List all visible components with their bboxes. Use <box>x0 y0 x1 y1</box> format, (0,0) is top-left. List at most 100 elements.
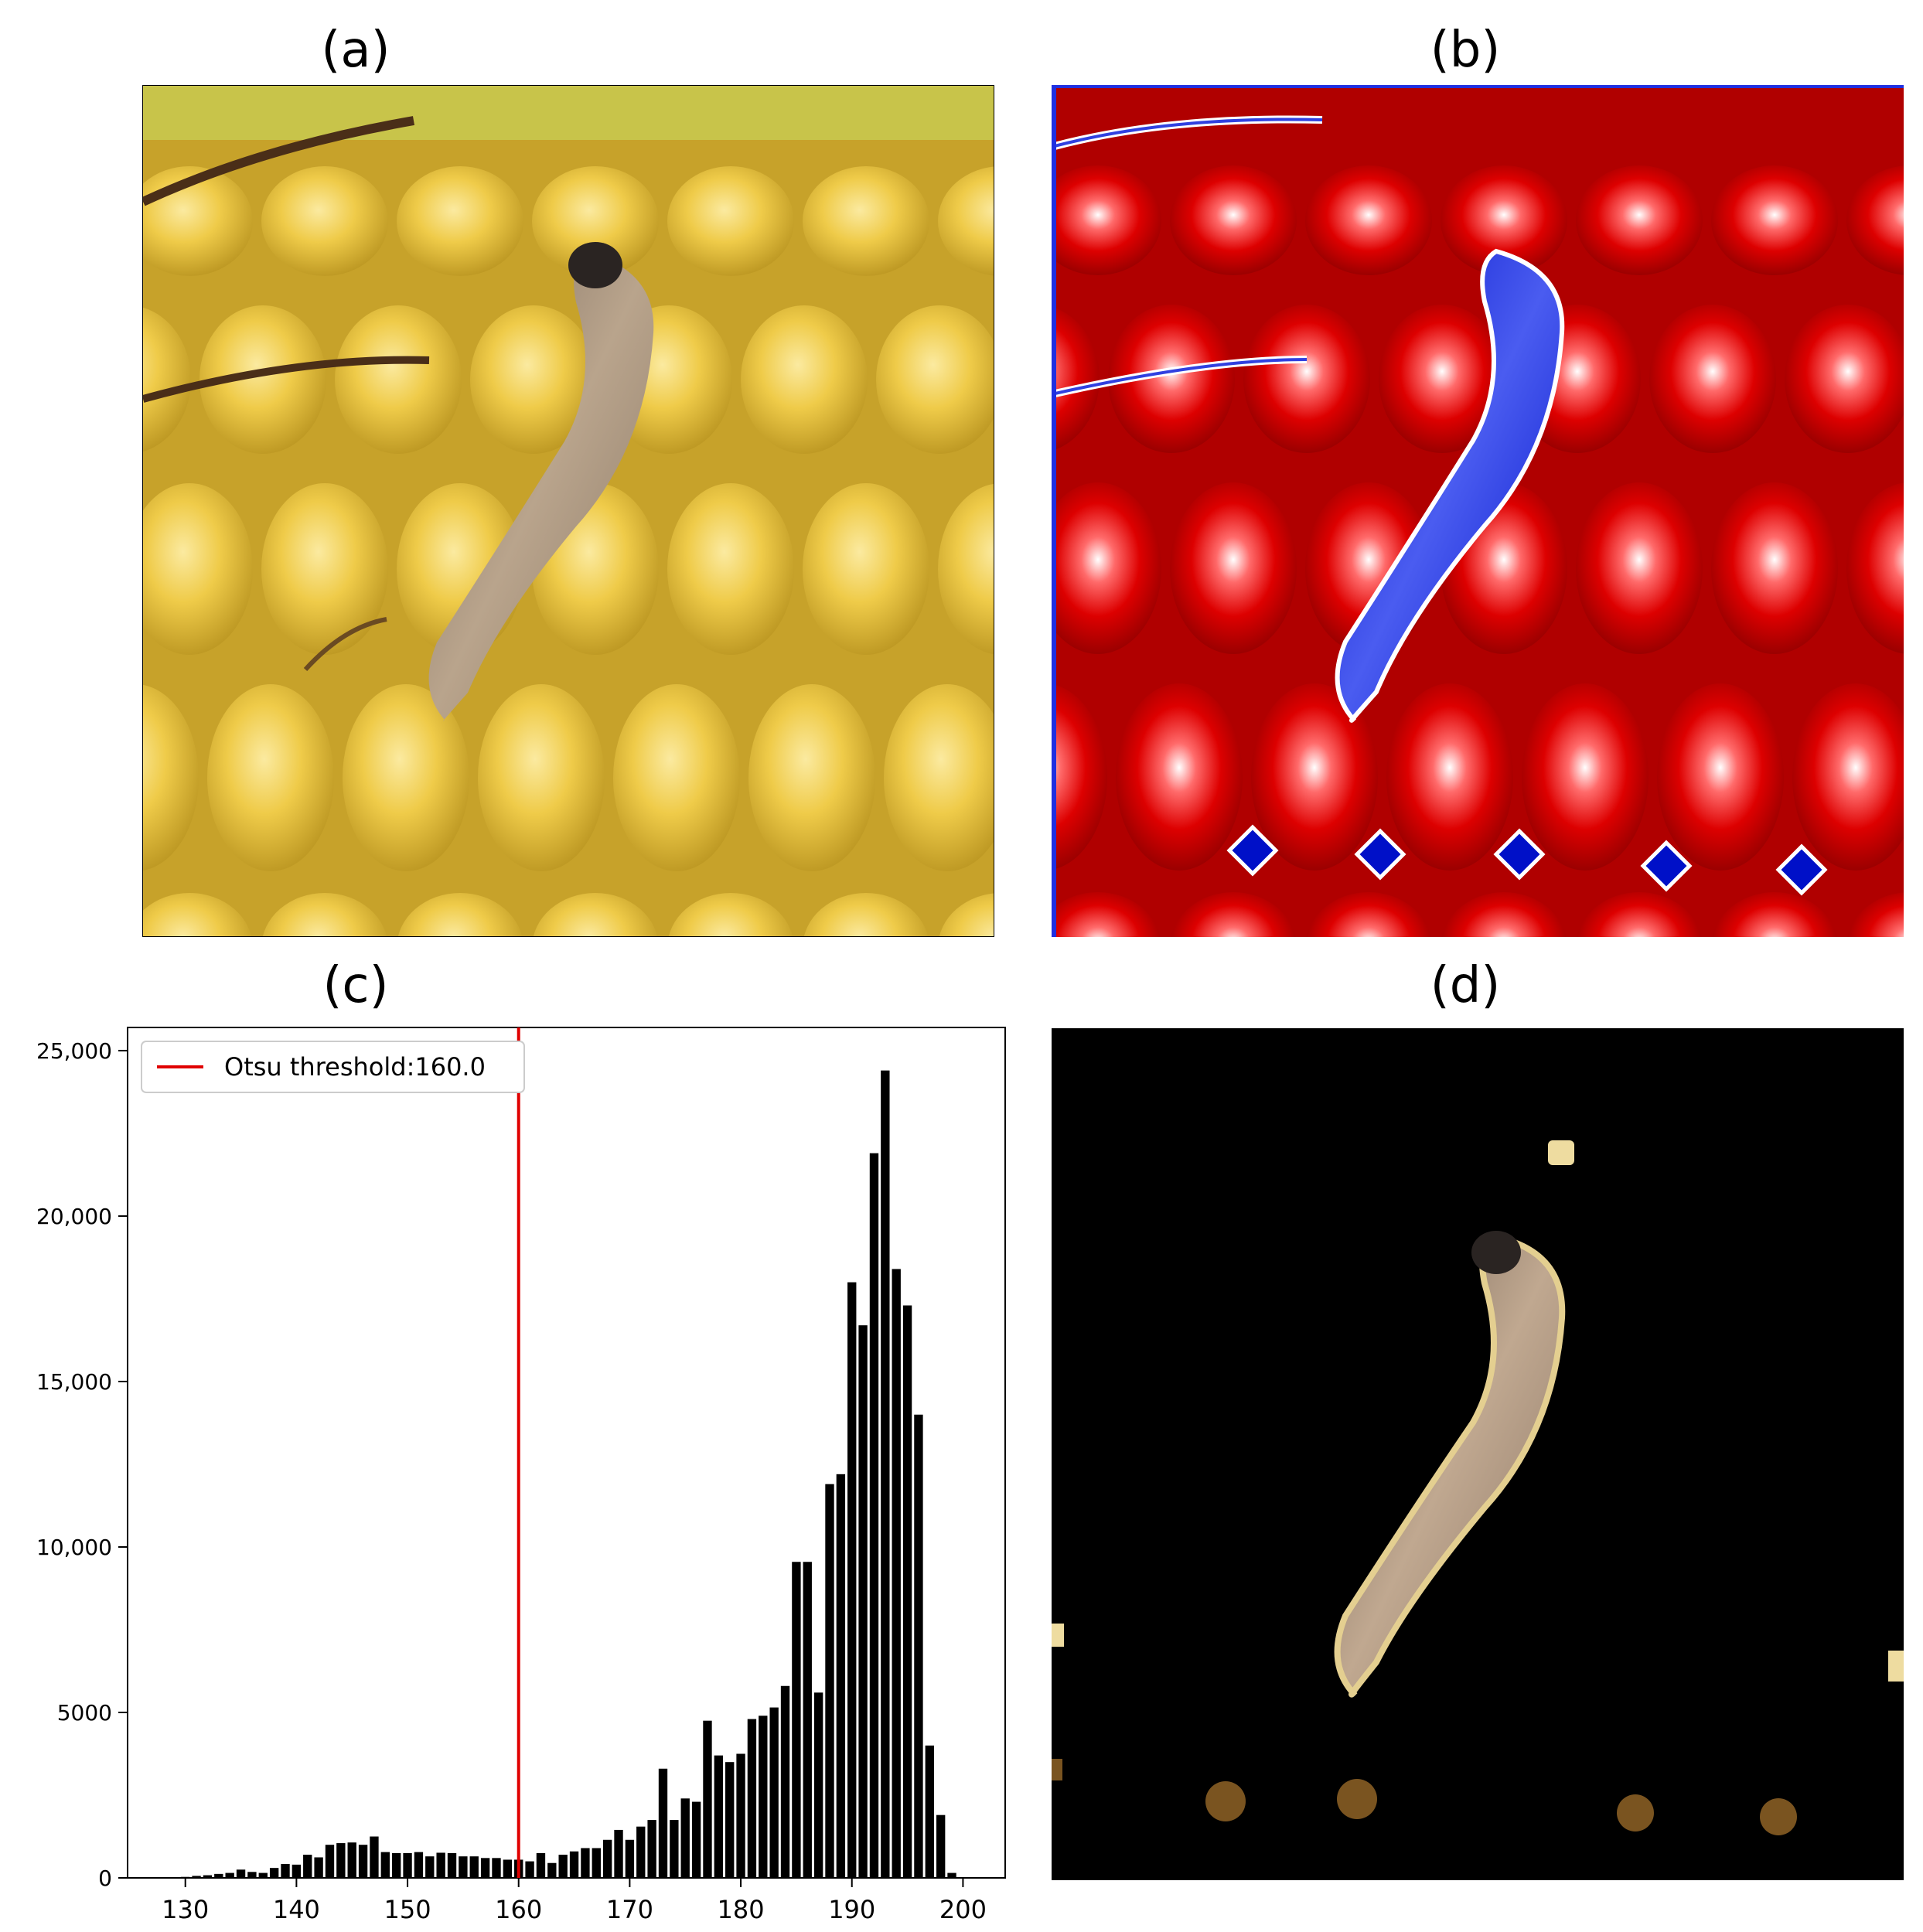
segmented-image <box>1052 1028 1904 1880</box>
y-tick-label: 20,000 <box>36 1204 112 1229</box>
heatmap-image <box>1052 85 1904 937</box>
heat-kernel <box>1657 683 1784 871</box>
histogram-bar <box>269 1868 279 1878</box>
histogram-bar <box>436 1852 445 1878</box>
histogram-bar <box>725 1762 735 1878</box>
histogram-bar <box>547 1862 557 1878</box>
heat-kernel <box>1052 892 1161 937</box>
histogram-bar <box>214 1873 223 1878</box>
panel-d-title: (d) <box>1430 957 1501 1014</box>
y-tick-label: 15,000 <box>36 1369 112 1395</box>
legend-label: Otsu threshold:160.0 <box>224 1052 486 1082</box>
histogram-bar <box>336 1843 346 1878</box>
histogram-bar <box>813 1692 823 1878</box>
x-tick-label: 130 <box>162 1895 209 1924</box>
corn-kernel <box>143 684 199 871</box>
heat-kernel <box>1785 305 1904 453</box>
histogram-bar <box>792 1562 801 1878</box>
x-tick-label: 180 <box>718 1895 765 1924</box>
heat-kernel <box>1379 305 1505 453</box>
corn-kernel <box>938 166 994 276</box>
corn-kernel <box>741 305 868 454</box>
histogram-bar <box>614 1829 623 1878</box>
histogram-bar <box>881 1070 890 1878</box>
heat-kernel <box>1847 892 1904 937</box>
corn-kernel <box>143 483 253 655</box>
histogram-bar <box>225 1872 234 1878</box>
corn-kernel <box>143 893 252 936</box>
corn-ear-photo <box>143 86 994 936</box>
corn-kernel <box>748 684 875 871</box>
heat-kernel <box>1386 683 1513 871</box>
corn-kernel <box>938 483 994 655</box>
heat-kernel <box>1711 482 1838 654</box>
heat-kernel <box>1792 683 1904 871</box>
heat-kernel <box>1441 165 1567 275</box>
histogram-bar <box>403 1852 412 1878</box>
histogram-bar <box>414 1852 424 1878</box>
histogram-bar <box>347 1842 356 1878</box>
corn-kernel <box>397 893 523 936</box>
histogram-bar <box>380 1852 390 1878</box>
heat-kernel <box>1522 683 1649 871</box>
histogram-bar <box>869 1153 879 1878</box>
heat-kernel <box>1576 165 1703 275</box>
panel-a-image <box>142 85 994 937</box>
heat-kernel <box>1711 165 1838 275</box>
y-tick-label: 10,000 <box>36 1535 112 1560</box>
heat-kernel <box>1052 482 1161 654</box>
panel-a-title: (a) <box>321 22 390 79</box>
histogram-bar <box>192 1876 201 1878</box>
y-axis-ticks: 0 5000 10,000 15,000 20,000 25,000 <box>36 1038 128 1891</box>
x-tick-label: 160 <box>495 1895 542 1924</box>
corn-kernel <box>262 893 387 936</box>
heat-kernel <box>1116 683 1243 871</box>
corn-kernel <box>803 893 929 936</box>
histogram-bar <box>836 1474 846 1878</box>
histogram-bar <box>469 1856 479 1878</box>
histogram-bar <box>370 1836 379 1878</box>
corn-kernel <box>668 893 793 936</box>
histogram-bar <box>703 1720 712 1878</box>
heat-kernel <box>1712 892 1837 937</box>
corn-kernel <box>343 684 469 871</box>
histogram-bar <box>658 1768 668 1878</box>
x-tick-label: 170 <box>606 1895 653 1924</box>
histogram-bar <box>558 1855 568 1878</box>
histogram-bar <box>581 1848 590 1878</box>
heat-kernel <box>1305 165 1432 275</box>
y-tick-label: 0 <box>98 1866 112 1891</box>
corn-kernel <box>876 305 994 454</box>
corn-kernel <box>667 483 794 655</box>
heat-kernel <box>1052 306 1100 451</box>
legend: Otsu threshold:160.0 <box>141 1041 525 1093</box>
histogram-bar <box>281 1864 290 1878</box>
histogram-bar <box>780 1685 790 1878</box>
x-tick-label: 140 <box>273 1895 320 1924</box>
corn-kernel <box>397 166 523 276</box>
corn-kernel <box>939 893 994 936</box>
histogram-bar <box>902 1305 912 1878</box>
histogram-bar <box>636 1826 646 1878</box>
histogram-bar <box>569 1851 579 1878</box>
histogram-chart: 130 140 150 160 170 180 190 200 0 5000 10,000 15,0… <box>36 1027 1006 1924</box>
histogram-bar <box>459 1856 468 1878</box>
histogram-bar <box>292 1864 302 1878</box>
histogram-bar <box>691 1801 701 1878</box>
histogram-bar <box>181 1876 190 1878</box>
histogram-bars <box>181 1070 956 1878</box>
panel-c-title: (c) <box>322 957 389 1014</box>
histogram-bar <box>358 1845 368 1878</box>
histogram-bar <box>759 1716 768 1878</box>
x-axis-ticks: 130 140 150 160 170 180 190 200 <box>162 1878 987 1924</box>
corn-kernel <box>803 166 929 276</box>
heat-kernel <box>1846 482 1904 654</box>
histogram-bar <box>625 1839 635 1878</box>
histogram-bar <box>803 1562 812 1878</box>
histogram-bar <box>714 1755 724 1878</box>
histogram-bar <box>314 1857 323 1878</box>
heat-kernel <box>1846 165 1904 275</box>
histogram-bar <box>303 1855 312 1878</box>
histogram-bar <box>203 1875 213 1878</box>
histogram-bar <box>747 1719 757 1878</box>
